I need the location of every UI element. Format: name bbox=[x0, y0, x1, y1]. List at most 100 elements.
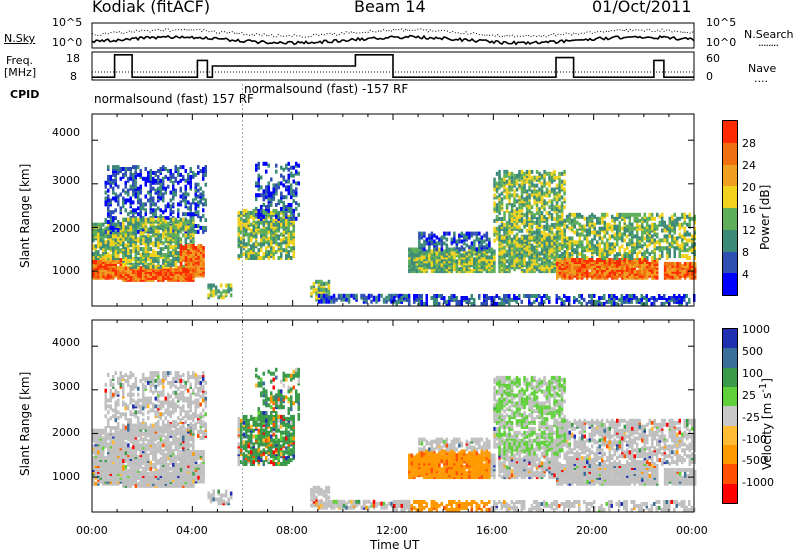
echo-cell bbox=[528, 226, 531, 231]
echo-cell bbox=[606, 254, 609, 259]
echo-cell bbox=[192, 174, 195, 179]
echo-cell bbox=[159, 264, 163, 269]
echo-cell bbox=[493, 226, 496, 231]
echo-cell bbox=[603, 234, 606, 239]
echo-cell bbox=[460, 253, 464, 258]
echo-cell bbox=[480, 241, 484, 246]
echo-cell bbox=[182, 192, 185, 197]
echo-cell bbox=[149, 169, 152, 173]
echo-cell bbox=[430, 231, 434, 236]
nsearch-label: N.Search bbox=[744, 28, 794, 41]
echo-cell bbox=[102, 258, 105, 262]
echo-cell bbox=[182, 196, 185, 201]
echo-cell bbox=[137, 229, 140, 234]
echo-cell bbox=[543, 207, 546, 212]
echo-cell bbox=[663, 234, 666, 239]
echo-cell bbox=[114, 178, 117, 183]
echo-cell bbox=[505, 224, 509, 229]
echo-cell bbox=[129, 167, 132, 171]
echo-cell bbox=[493, 177, 496, 182]
echo-cell bbox=[415, 265, 419, 270]
echo-cell bbox=[608, 222, 611, 227]
echo-cell bbox=[189, 263, 193, 268]
echo-cell bbox=[513, 213, 516, 218]
echo-cell bbox=[187, 244, 190, 248]
echo-cell bbox=[686, 254, 689, 259]
echo-cell bbox=[513, 209, 516, 214]
echo-cell bbox=[478, 294, 481, 298]
echo-cell bbox=[450, 294, 453, 298]
echo-cell bbox=[167, 202, 170, 207]
echo-cell bbox=[267, 163, 270, 168]
echo-cell bbox=[169, 262, 173, 267]
echo-cell bbox=[550, 230, 554, 235]
echo-cell bbox=[144, 264, 148, 269]
echo-cell bbox=[495, 215, 499, 219]
echo-cell bbox=[593, 244, 596, 249]
echo-cell bbox=[586, 256, 589, 260]
echo-cell bbox=[470, 241, 474, 246]
echo-cell bbox=[350, 293, 353, 298]
echo-cell bbox=[282, 240, 285, 245]
echo-cell bbox=[277, 185, 280, 190]
echo-cell bbox=[400, 293, 403, 298]
echo-cell bbox=[277, 242, 280, 247]
echo-cell bbox=[540, 267, 544, 272]
echo-cell bbox=[290, 165, 293, 170]
echo-cell bbox=[99, 226, 102, 231]
echo-cell bbox=[581, 224, 584, 229]
echo-cell bbox=[558, 265, 561, 270]
echo-cell bbox=[152, 208, 155, 213]
echo-cell bbox=[518, 169, 521, 174]
echo-cell bbox=[620, 294, 623, 298]
echo-cell bbox=[109, 198, 112, 203]
echo-cell bbox=[315, 279, 318, 284]
echo-cell bbox=[503, 226, 506, 231]
echo-cell bbox=[563, 187, 566, 192]
echo-cell bbox=[458, 261, 461, 266]
echo-cell bbox=[558, 242, 561, 247]
echo-cell bbox=[508, 235, 511, 240]
echo-cell bbox=[683, 226, 686, 231]
echo-cell bbox=[177, 208, 180, 213]
echo-cell bbox=[172, 258, 175, 263]
echo-cell bbox=[553, 169, 556, 174]
echo-cell bbox=[182, 174, 185, 179]
echo-cell bbox=[543, 179, 546, 184]
echo-cell bbox=[495, 203, 499, 208]
echo-cell bbox=[240, 248, 243, 253]
echo-cell bbox=[688, 238, 691, 243]
echo-cell bbox=[237, 210, 240, 215]
echo-cell bbox=[152, 249, 155, 254]
echo-cell bbox=[653, 238, 656, 243]
echo-cell bbox=[267, 220, 270, 225]
echo-cell bbox=[262, 228, 265, 233]
echo-cell bbox=[438, 294, 441, 298]
echo-cell bbox=[112, 234, 115, 239]
echo-cell bbox=[147, 273, 150, 278]
echo-cell bbox=[535, 217, 539, 221]
echo-cell bbox=[581, 258, 584, 262]
echo-cell bbox=[490, 296, 493, 300]
echo-cell bbox=[157, 186, 160, 191]
echo-cell bbox=[588, 218, 591, 223]
echo-cell bbox=[132, 165, 135, 170]
echo-cell bbox=[189, 257, 193, 262]
echo-cell bbox=[385, 299, 388, 304]
echo-cell bbox=[187, 200, 190, 205]
echo-cell bbox=[290, 195, 293, 200]
echo-cell bbox=[648, 212, 651, 217]
echo-cell bbox=[179, 165, 182, 170]
echo-cell bbox=[520, 299, 523, 304]
echo-cell bbox=[568, 226, 571, 231]
echo-cell bbox=[508, 239, 511, 244]
echo-cell bbox=[628, 256, 631, 260]
echo-cell bbox=[292, 179, 295, 184]
echo-cell bbox=[292, 189, 295, 194]
echo-cell bbox=[450, 237, 454, 242]
echo-cell bbox=[159, 188, 162, 193]
echo-cell bbox=[433, 239, 436, 244]
echo-cell bbox=[596, 230, 599, 235]
echo-cell bbox=[134, 208, 137, 213]
echo-cell bbox=[132, 245, 135, 250]
